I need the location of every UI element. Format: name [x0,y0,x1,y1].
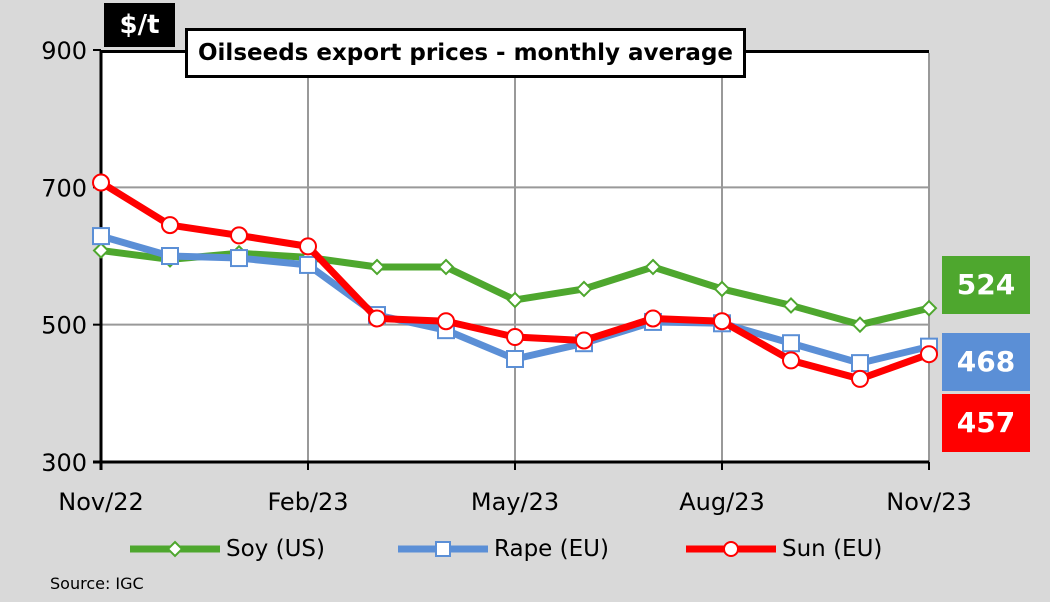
legend-label: Soy (US) [226,536,325,562]
y-tick-label: 700 [41,174,87,202]
data-point [506,350,524,368]
data-point [368,309,386,328]
x-tick-label: Aug/23 [679,488,765,516]
data-point [851,316,869,334]
sun-legend-marker [686,541,776,557]
data-point [437,312,455,331]
data-point [575,331,593,350]
rape-end-label: 468 [942,333,1030,391]
legend-sun: Sun (EU) [686,536,882,562]
data-point [230,226,248,245]
data-point [506,291,524,309]
data-point [299,255,317,274]
data-point [437,258,455,276]
data-point [299,237,317,256]
y-tick-label: 900 [41,37,87,65]
chart-title: Oilseeds export prices - monthly average [185,28,747,78]
data-point [851,354,869,373]
data-point [92,173,110,192]
rape-legend-marker [398,541,488,557]
data-point [644,258,662,276]
data-point [161,216,179,235]
soy-end-label: 524 [942,256,1030,314]
x-tick-label: May/23 [471,488,559,516]
data-point [920,299,938,317]
data-point [230,249,248,268]
data-point [161,247,179,265]
legend-label: Sun (EU) [782,536,883,562]
data-point [713,280,731,298]
soy-legend-marker [130,540,220,558]
data-point [851,369,869,388]
data-point [782,297,800,314]
x-tick-label: Feb/23 [267,488,348,516]
legend-soy: Soy (US) [130,536,325,562]
data-point [782,334,800,353]
y-axis-unit-label: $/t [104,3,175,47]
data-point [644,309,662,328]
source-note: Source: IGC [50,574,144,593]
x-tick-label: Nov/22 [58,488,143,516]
data-point [92,242,110,259]
data-point [782,351,800,370]
data-point [920,345,938,364]
y-tick-label: 300 [41,449,87,477]
sun-end-label: 457 [942,394,1030,452]
data-point [368,258,386,276]
y-tick-label: 500 [41,312,87,340]
data-point [506,328,524,347]
data-point [575,280,593,298]
legend-label: Rape (EU) [494,536,609,562]
data-point [92,227,110,246]
x-tick-label: Nov/23 [886,488,971,516]
legend-rape: Rape (EU) [398,536,609,562]
data-point [713,312,731,331]
